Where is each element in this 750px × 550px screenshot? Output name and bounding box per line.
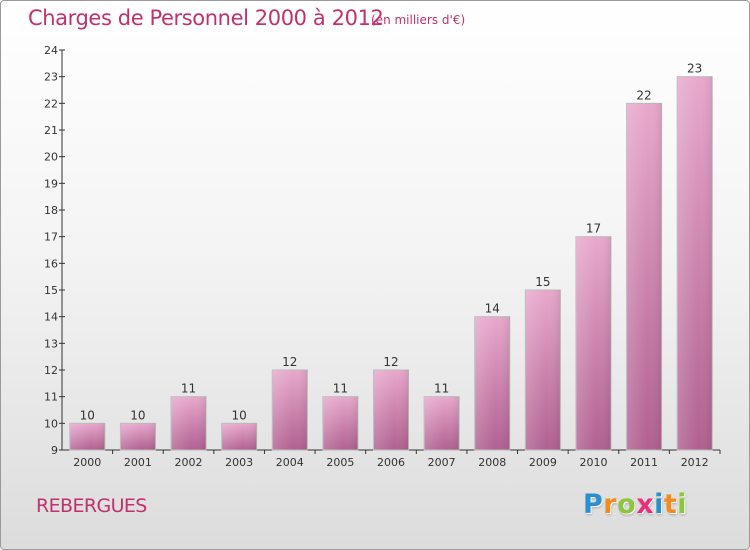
bar-shade xyxy=(322,396,358,450)
data-label: 10 xyxy=(80,408,95,422)
logo-letter: i xyxy=(654,489,664,520)
bar-shade xyxy=(474,316,510,450)
logo-letter: P xyxy=(583,489,604,520)
y-tick-label: 21 xyxy=(44,124,58,137)
data-label: 22 xyxy=(636,88,651,102)
proxiti-logo[interactable]: Proxiti xyxy=(583,489,687,520)
x-tick-label: 2008 xyxy=(478,456,506,469)
bar-shade xyxy=(221,423,257,450)
y-tick-label: 19 xyxy=(44,177,58,190)
y-tick-label: 23 xyxy=(44,71,58,84)
logo-letter: t xyxy=(663,489,678,520)
y-tick-label: 10 xyxy=(44,417,58,430)
data-label: 10 xyxy=(232,408,247,422)
bar-shade xyxy=(525,290,561,450)
data-label: 12 xyxy=(282,355,297,369)
x-tick-label: 2000 xyxy=(73,456,101,469)
chart-title: Charges de Personnel 2000 à 2012 xyxy=(28,6,384,30)
y-tick-label: 22 xyxy=(44,97,58,110)
x-tick-label: 2005 xyxy=(326,456,354,469)
y-tick-label: 12 xyxy=(44,364,58,377)
bar-shade xyxy=(373,370,409,450)
x-tick-label: 2002 xyxy=(175,456,203,469)
x-tick-label: 2001 xyxy=(124,456,152,469)
x-tick-label: 2007 xyxy=(428,456,456,469)
data-label: 14 xyxy=(485,302,500,316)
data-label: 23 xyxy=(687,62,702,76)
data-label: 10 xyxy=(130,408,145,422)
y-tick-label: 15 xyxy=(44,284,58,297)
y-tick-label: 13 xyxy=(44,337,58,350)
y-tick-label: 14 xyxy=(44,311,58,324)
bar-shade xyxy=(120,423,156,450)
data-label: 15 xyxy=(535,275,550,289)
bar-shade xyxy=(575,236,611,450)
bar-shade xyxy=(626,103,662,450)
y-tick-label: 17 xyxy=(44,231,58,244)
chart-subtitle: (en milliers d'€) xyxy=(371,13,466,27)
y-tick-label: 18 xyxy=(44,204,58,217)
bar-shade xyxy=(424,396,460,450)
logo-letter: o xyxy=(617,489,637,520)
data-labels: 10 10 11 10 12 11 12 11 14 15 17 22 23 xyxy=(80,62,703,423)
y-tick-label: 16 xyxy=(44,257,58,270)
y-tick-label: 20 xyxy=(44,151,58,164)
x-tick-label: 2006 xyxy=(377,456,405,469)
data-label: 12 xyxy=(383,355,398,369)
data-label: 11 xyxy=(434,382,449,396)
logo-letter: x xyxy=(636,489,655,520)
logo-letter: i xyxy=(677,489,688,520)
bar-shade xyxy=(677,76,713,451)
data-label: 11 xyxy=(181,382,196,396)
y-tick-label: 24 xyxy=(44,44,58,57)
commune-name: REBERGUES xyxy=(36,495,147,517)
data-label: 11 xyxy=(333,382,348,396)
data-label: 17 xyxy=(586,222,601,236)
x-tick-label: 2012 xyxy=(681,456,709,469)
bar-shade xyxy=(171,396,207,450)
x-tick-label: 2011 xyxy=(630,456,658,469)
bar-shade xyxy=(69,423,105,450)
x-tick-label: 2009 xyxy=(529,456,557,469)
x-tick-label: 2004 xyxy=(276,456,304,469)
x-tick-label: 2010 xyxy=(579,456,607,469)
y-tick-label: 9 xyxy=(51,444,58,457)
bar-shade xyxy=(272,370,308,450)
x-tick-label: 2003 xyxy=(225,456,253,469)
bars xyxy=(69,76,713,451)
y-tick-label: 11 xyxy=(44,391,58,404)
logo-letter: r xyxy=(603,489,618,520)
